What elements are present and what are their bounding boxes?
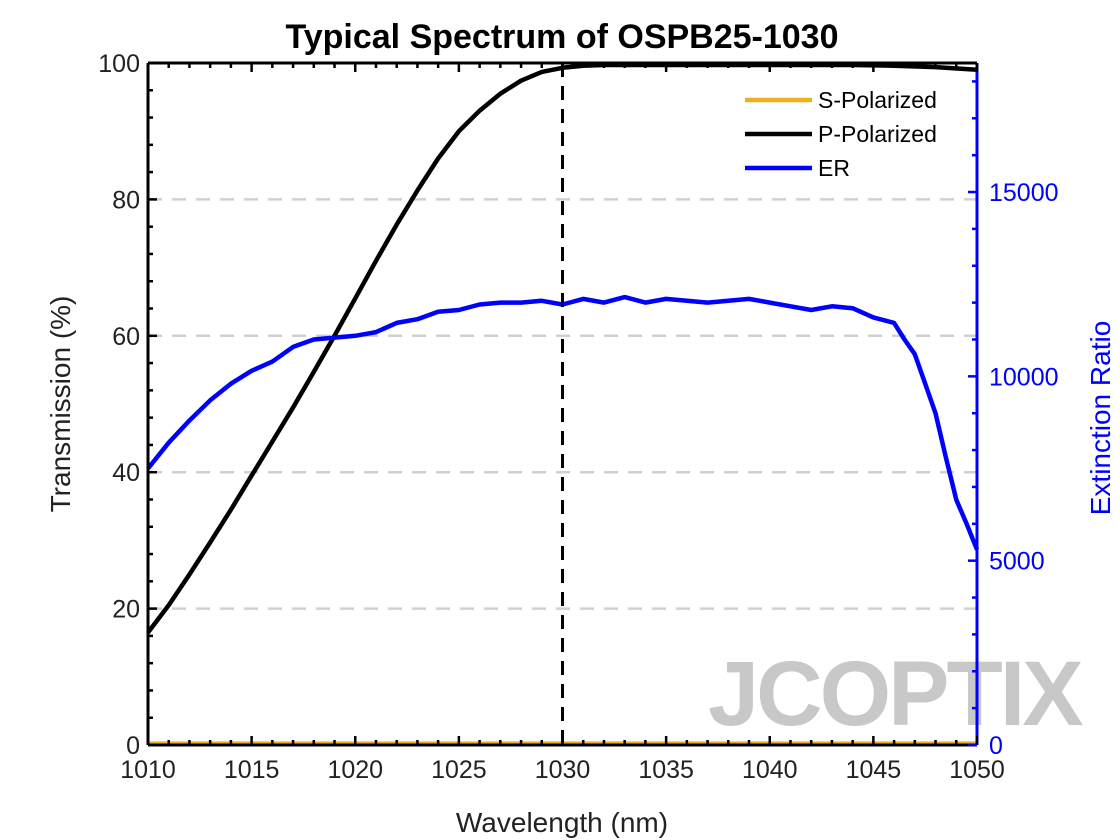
y2-tick-label: 5000 (989, 548, 1045, 576)
axes (146, 61, 979, 747)
plot-background (148, 63, 977, 745)
y-tick-label: 80 (112, 186, 140, 214)
legend-label-er: ER (818, 155, 850, 181)
watermark-logo: JCOPTIX (708, 643, 1083, 745)
x-tick-label: 1040 (742, 756, 798, 784)
series-p-polarized (146, 62, 978, 634)
x-tick-label: 1045 (846, 756, 902, 784)
x-axis-label: Wavelength (nm) (456, 807, 668, 838)
y-tick-label: 40 (112, 459, 140, 487)
legend-label-s-polarized: S-Polarized (818, 87, 937, 113)
y-tick-label: 100 (98, 50, 140, 78)
x-tick-label: 1035 (638, 756, 694, 784)
y-tick-label: 20 (112, 596, 140, 624)
y2-axis-label: Extinction Ratio (1085, 321, 1116, 516)
y2-tick-label: 15000 (989, 179, 1059, 207)
x-tick-label: 1025 (431, 756, 487, 784)
y2-tick-label: 0 (989, 732, 1003, 760)
y-axis-label: Transmission (%) (45, 296, 76, 513)
tick-labels: 1010 1015 1020 1025 1030 1035 1040 1045 10500204… (98, 50, 1058, 784)
y-tick-label: 60 (112, 323, 140, 351)
y-tick-label: 0 (126, 732, 140, 760)
x-tick-label: 1050 (949, 756, 1005, 784)
x-tick-label: 1010 (120, 756, 176, 784)
grid-lines (148, 198, 977, 610)
series-er (146, 294, 980, 551)
legend-label-p-polarized: P-Polarized (818, 121, 937, 147)
chart-title: Typical Spectrum of OSPB25-1030 (285, 18, 838, 56)
y2-tick-label: 10000 (989, 363, 1059, 391)
x-tick-label: 1015 (224, 756, 280, 784)
x-tick-label: 1030 (535, 756, 591, 784)
watermark: JCOPTIX (708, 643, 1086, 745)
legend: S-Polarized P-Polarized ER (745, 87, 937, 181)
x-tick-label: 1020 (327, 756, 383, 784)
